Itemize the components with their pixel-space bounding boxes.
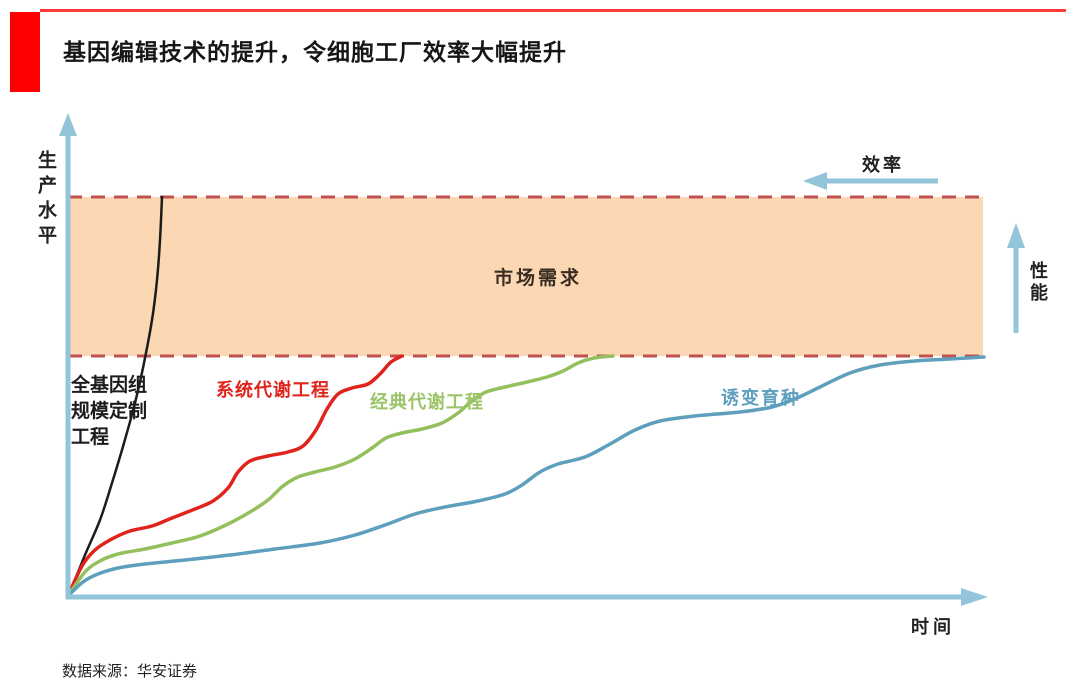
series-label-systems-metabolic: 系统代谢工程 <box>216 380 330 401</box>
x-axis-arrowhead-icon <box>961 588 988 606</box>
curve-series-3 <box>66 355 986 598</box>
performance-arrowhead-icon <box>1007 223 1025 248</box>
curve-series-0 <box>66 195 164 599</box>
header-rule <box>40 9 1066 12</box>
y-axis-label: 生产水平 <box>35 150 57 250</box>
series-curves <box>66 195 986 599</box>
efficiency-label: 效率 <box>862 155 904 176</box>
efficiency-arrowhead-icon <box>803 172 827 190</box>
series-label-mutation-breeding: 诱变育种 <box>721 388 801 409</box>
data-source-note: 数据来源：华安证券 <box>62 662 198 680</box>
performance-label: 性能 <box>1027 261 1048 305</box>
market-demand-band <box>68 197 983 356</box>
header-accent-block <box>10 12 40 92</box>
x-axis-label: 时间 <box>911 617 955 638</box>
series-label-classic-metabolic: 经典代谢工程 <box>370 392 484 413</box>
series-label-genome-engineering: 全基因组规模定制工程 <box>71 374 148 448</box>
market-demand-label: 市场需求 <box>494 267 583 289</box>
page-title: 基因编辑技术的提升，令细胞工厂效率大幅提升 <box>63 39 567 65</box>
y-axis-arrowhead-icon <box>59 113 77 136</box>
curve-series-1 <box>66 354 404 598</box>
curve-series-2 <box>66 354 615 598</box>
